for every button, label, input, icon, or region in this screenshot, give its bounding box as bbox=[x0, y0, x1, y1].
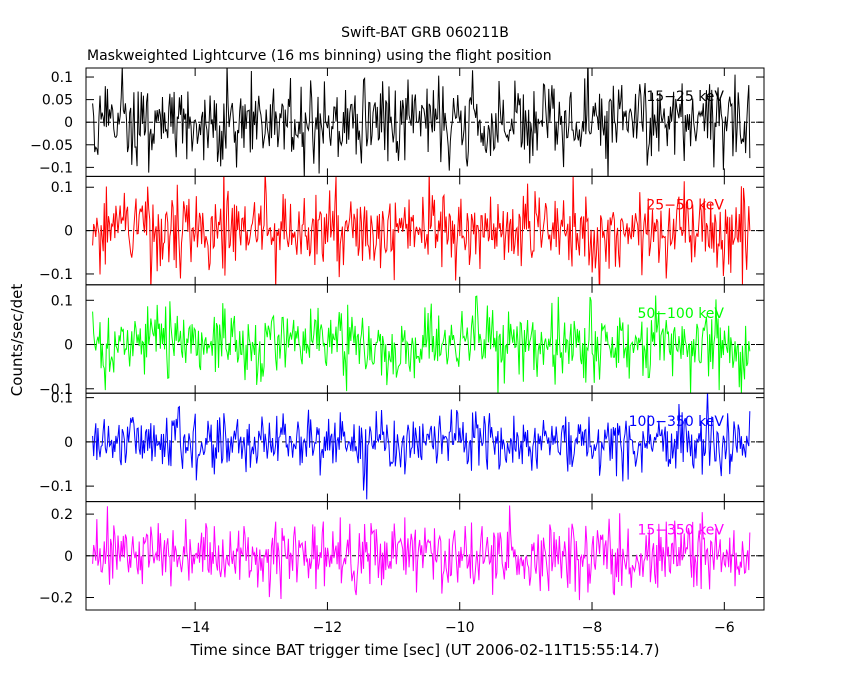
x-tick-label: −8 bbox=[582, 620, 603, 636]
y-tick-label: −0.1 bbox=[39, 479, 73, 495]
y-tick-label: 0 bbox=[64, 224, 73, 240]
series-line bbox=[92, 295, 751, 394]
y-tick-label: 0 bbox=[64, 338, 73, 354]
series-line bbox=[92, 176, 751, 285]
band-label: 25−50 keV bbox=[646, 197, 724, 213]
y-tick-label: 0.1 bbox=[51, 293, 73, 309]
panel-3: 50−100 keV 0.1 0 −0.1 bbox=[39, 284, 765, 398]
band-label: 15−25 keV bbox=[646, 89, 724, 105]
chart-title: Swift-BAT GRB 060211B bbox=[341, 25, 509, 41]
y-tick-label: −0.1 bbox=[39, 160, 73, 176]
y-tick-label: 0.05 bbox=[42, 93, 73, 109]
x-axis-label: Time since BAT trigger time [sec] (UT 20… bbox=[190, 641, 660, 659]
y-tick-label: −0.1 bbox=[39, 382, 73, 398]
y-axis-label: Counts/sec/det bbox=[8, 284, 26, 397]
series-line bbox=[92, 505, 751, 601]
y-tick-label: 0 bbox=[64, 435, 73, 451]
y-tick-label: 0.1 bbox=[51, 391, 73, 407]
x-tick-label: −12 bbox=[313, 620, 343, 636]
y-tick-label: 0.1 bbox=[51, 180, 73, 196]
y-tick-label: 0.2 bbox=[51, 507, 73, 523]
panels-group: 15−25 keV 0.1 0.05 0 −0.05 −0.1 25−50 keV 0.1 0 −… bbox=[30, 67, 765, 611]
x-axis: −14 −12 −10 −8 −6 bbox=[180, 620, 734, 636]
x-tick-label: −6 bbox=[714, 620, 735, 636]
panel-5: 15−350 keV 0.2 0 −0.2 bbox=[39, 501, 765, 611]
series-line bbox=[92, 68, 751, 177]
panel-1: 15−25 keV 0.1 0.05 0 −0.05 −0.1 bbox=[30, 67, 765, 177]
y-tick-label: 0.1 bbox=[51, 70, 73, 86]
chart-subtitle: Maskweighted Lightcurve (16 ms binning) … bbox=[87, 48, 552, 64]
band-label: 15−350 keV bbox=[637, 523, 724, 539]
y-tick-label: −0.2 bbox=[39, 590, 73, 606]
series-line bbox=[92, 393, 751, 500]
y-tick-label: 0 bbox=[64, 549, 73, 565]
x-tick-label: −10 bbox=[445, 620, 475, 636]
band-label: 100−350 keV bbox=[629, 414, 725, 430]
y-tick-label: −0.1 bbox=[39, 267, 73, 283]
band-label: 50−100 keV bbox=[637, 306, 724, 322]
y-tick-label: −0.05 bbox=[30, 138, 73, 154]
panel-4: 100−350 keV 0.1 0 −0.1 bbox=[39, 391, 765, 503]
x-tick-label: −14 bbox=[180, 620, 210, 636]
y-tick-label: 0 bbox=[64, 115, 73, 131]
